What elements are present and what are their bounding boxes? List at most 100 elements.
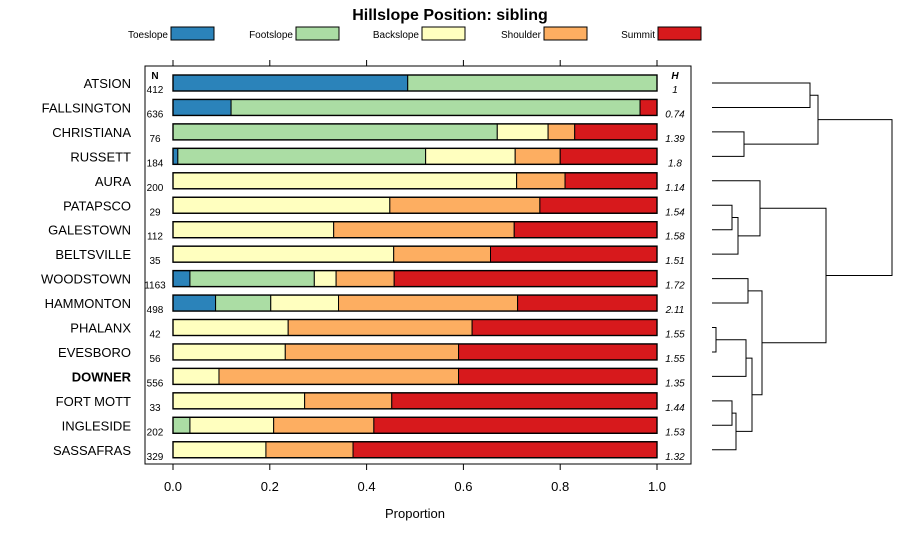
legend-swatch-backslope xyxy=(421,26,466,41)
bar-outline-beltsville xyxy=(172,245,658,263)
bar-segment-fallsington-footslope xyxy=(230,98,641,116)
n-value-atsion: 412 xyxy=(147,85,164,96)
soil-label-hammonton: HAMMONTON xyxy=(45,296,131,311)
bar-segment-woodstown-footslope xyxy=(189,270,315,288)
bar-segment-fallsington-summit xyxy=(639,98,658,116)
bar-segment-hammonton-summit xyxy=(517,294,658,312)
soil-label-woodstown: WOODSTOWN xyxy=(41,272,131,287)
bar-outline-aura xyxy=(172,172,658,190)
h-value-sassafras: 1.32 xyxy=(665,452,685,463)
x-axis-title: Proportion xyxy=(385,506,445,521)
bar-segment-fallsington-toeslope xyxy=(172,98,232,116)
soil-label-beltsville: BELTSVILLE xyxy=(55,247,131,262)
bar-segment-ingleside-summit xyxy=(373,416,658,434)
n-value-downer: 556 xyxy=(147,378,164,389)
bar-segment-phalanx-shoulder xyxy=(287,319,473,336)
plot-panel xyxy=(144,65,692,465)
n-value-evesboro: 56 xyxy=(149,354,161,365)
n-value-beltsville: 35 xyxy=(149,256,161,267)
x-tick-label: 0.0 xyxy=(164,479,182,494)
h-value-galestown: 1.58 xyxy=(665,232,685,243)
dendrogram-branch-5 xyxy=(712,180,761,237)
legend-label-shoulder: Shoulder xyxy=(501,30,542,41)
bar-outline-phalanx xyxy=(172,318,658,337)
legend-swatch-footslope xyxy=(295,26,340,41)
soil-label-phalanx: PHALANX xyxy=(70,321,131,336)
dendrogram-branch-11 xyxy=(736,357,753,432)
bar-outline-hammonton xyxy=(172,294,658,312)
legend-swatch-toeslope xyxy=(170,26,215,41)
bar-segment-christiana-footslope xyxy=(172,123,498,141)
bar-segment-phalanx-backslope xyxy=(172,319,289,336)
n-value-ingleside: 202 xyxy=(147,427,164,438)
bar-segment-christiana-backslope xyxy=(496,123,549,141)
bar-segment-evesboro-summit xyxy=(458,343,658,361)
bar-segment-ingleside-footslope xyxy=(172,416,191,434)
bar-segment-downer-summit xyxy=(458,367,658,385)
bar-segment-russett-shoulder xyxy=(514,147,561,165)
h-value-phalanx: 1.55 xyxy=(665,330,685,341)
h-value-atsion: 1 xyxy=(672,85,678,96)
bar-outline-patapsco xyxy=(172,196,658,214)
bar-segment-hammonton-footslope xyxy=(215,294,272,312)
n-value-hammonton: 498 xyxy=(147,305,164,316)
bar-segment-russett-summit xyxy=(559,147,658,165)
dendrogram-branch-8 xyxy=(712,278,749,304)
h-column-header: H xyxy=(671,71,679,82)
dendrogram-branch-14 xyxy=(818,119,893,277)
bar-segment-galestown-shoulder xyxy=(333,221,515,239)
bar-segment-fort-mott-shoulder xyxy=(304,392,393,410)
bar-segment-woodstown-toeslope xyxy=(172,270,191,288)
soil-label-fort-mott: FORT MOTT xyxy=(56,394,131,409)
x-axis: 0.0 0.2 0.4 0.6 0.8 1.0 xyxy=(164,60,666,494)
h-value-downer: 1.35 xyxy=(665,378,685,389)
soil-label-russett: RUSSETT xyxy=(70,149,131,164)
bar-segment-evesboro-backslope xyxy=(172,343,286,361)
bar-segment-sassafras-backslope xyxy=(172,441,267,459)
n-value-woodstown: 1163 xyxy=(144,281,166,292)
dendrogram-branch-7 xyxy=(712,339,747,377)
bar-segment-hammonton-backslope xyxy=(270,294,340,312)
n-value-aura: 200 xyxy=(147,183,164,194)
chart-title: Hillslope Position: sibling xyxy=(352,7,548,24)
bar-segment-russett-toeslope xyxy=(172,147,179,165)
legend-swatch-summit xyxy=(657,26,702,41)
bar-segment-woodstown-shoulder xyxy=(335,270,395,288)
h-value-fallsington: 0.74 xyxy=(665,109,685,120)
h-value-hammonton: 2.11 xyxy=(665,305,685,316)
h-value-russett: 1.8 xyxy=(668,158,682,169)
soil-label-ingleside: INGLESIDE xyxy=(62,418,132,433)
n-column-header: N xyxy=(151,71,158,82)
bar-segment-atsion-footslope xyxy=(407,74,658,92)
soil-label-downer: DOWNER xyxy=(72,369,132,384)
dendrogram-branch-6 xyxy=(712,327,717,353)
dendrogram-branch-0 xyxy=(712,82,811,108)
bar-segment-sassafras-shoulder xyxy=(265,441,354,459)
bar-segment-phalanx-summit xyxy=(471,319,658,336)
legend-label-footslope: Footslope xyxy=(249,30,293,41)
h-value-ingleside: 1.53 xyxy=(665,427,685,438)
bar-segment-hammonton-shoulder xyxy=(338,294,519,312)
bar-segment-russett-footslope xyxy=(177,147,427,165)
legend-label-toeslope: Toeslope xyxy=(128,30,168,41)
dendrogram xyxy=(712,82,893,451)
bar-segment-hammonton-toeslope xyxy=(172,294,217,312)
n-value-russett: 184 xyxy=(147,158,164,169)
bar-segment-galestown-summit xyxy=(513,221,658,239)
soil-label-sassafras: SASSAFRAS xyxy=(53,443,131,458)
n-value-fallsington: 636 xyxy=(147,109,164,120)
h-value-woodstown: 1.72 xyxy=(665,281,685,292)
dendrogram-branch-13 xyxy=(760,207,827,344)
bar-segment-atsion-toeslope xyxy=(172,74,409,92)
bar-segment-christiana-summit xyxy=(574,123,658,141)
h-value-patapsco: 1.54 xyxy=(665,207,685,218)
x-tick-label: 0.6 xyxy=(454,479,472,494)
bar-outline-fort-mott xyxy=(172,392,658,410)
bar-segment-ingleside-backslope xyxy=(189,416,275,434)
dendrogram-branch-1 xyxy=(712,131,745,157)
dendrogram-branch-2 xyxy=(744,94,819,145)
legend: Toeslope Footslope Backslope Shoulder Summit xyxy=(128,26,702,41)
x-tick-label: 0.4 xyxy=(358,479,376,494)
bar-outline-downer xyxy=(172,367,658,386)
